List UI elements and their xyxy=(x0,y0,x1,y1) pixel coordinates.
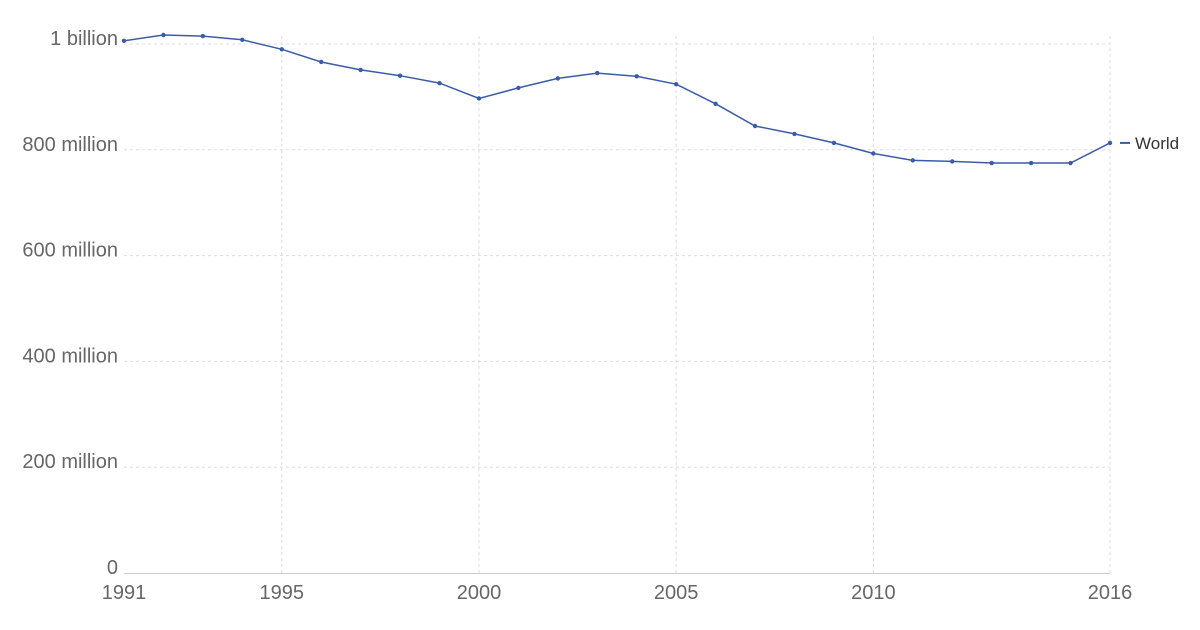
data-point[interactable] xyxy=(1107,140,1113,146)
x-tick-label: 2000 xyxy=(457,582,502,604)
y-tick-label: 1 billion xyxy=(50,28,118,50)
y-tick-label: 600 million xyxy=(22,240,118,262)
data-point[interactable] xyxy=(989,160,994,166)
data-point[interactable] xyxy=(319,59,324,65)
legend-label[interactable]: World xyxy=(1135,134,1179,153)
x-axis-ticks: 1991 1995 2000 2005 2010 2016 xyxy=(102,582,1133,604)
series-layer xyxy=(121,32,1113,166)
data-point[interactable] xyxy=(240,37,245,42)
y-tick-label: 0 xyxy=(107,557,118,579)
data-point[interactable] xyxy=(1028,160,1034,166)
data-point[interactable] xyxy=(831,140,837,146)
data-point[interactable] xyxy=(871,151,876,156)
y-tick-label: 800 million xyxy=(22,134,118,156)
data-point[interactable] xyxy=(476,96,482,101)
y-tick-label: 400 million xyxy=(22,345,118,367)
x-tick-label: 1995 xyxy=(260,582,305,604)
series-line-world xyxy=(123,34,1111,164)
data-point[interactable] xyxy=(121,38,127,44)
data-point[interactable] xyxy=(752,123,758,129)
x-tick-label: 1991 xyxy=(102,582,147,604)
x-tick-label: 2010 xyxy=(851,582,896,604)
data-point[interactable] xyxy=(358,67,363,73)
data-point[interactable] xyxy=(437,80,442,86)
data-point[interactable] xyxy=(1068,160,1073,166)
y-tick-label: 200 million xyxy=(22,451,118,473)
data-point[interactable] xyxy=(910,158,915,163)
data-point[interactable] xyxy=(161,32,166,38)
data-point[interactable] xyxy=(634,74,639,79)
legend[interactable]: World xyxy=(1120,134,1179,153)
data-point[interactable] xyxy=(792,131,797,137)
data-point[interactable] xyxy=(200,33,206,39)
data-point[interactable] xyxy=(595,70,600,76)
data-point[interactable] xyxy=(279,47,284,52)
data-point[interactable] xyxy=(713,101,718,106)
grid-layer xyxy=(124,36,1111,573)
data-point[interactable] xyxy=(950,159,955,164)
y-axis-ticks: 0 200 million 400 million 600 million 800 mi… xyxy=(22,28,118,579)
data-point[interactable] xyxy=(397,73,403,78)
data-point[interactable] xyxy=(673,82,679,87)
x-tick-label: 2005 xyxy=(654,582,699,604)
data-point[interactable] xyxy=(516,85,521,91)
data-point[interactable] xyxy=(555,76,561,81)
x-tick-label: 2016 xyxy=(1088,582,1133,604)
